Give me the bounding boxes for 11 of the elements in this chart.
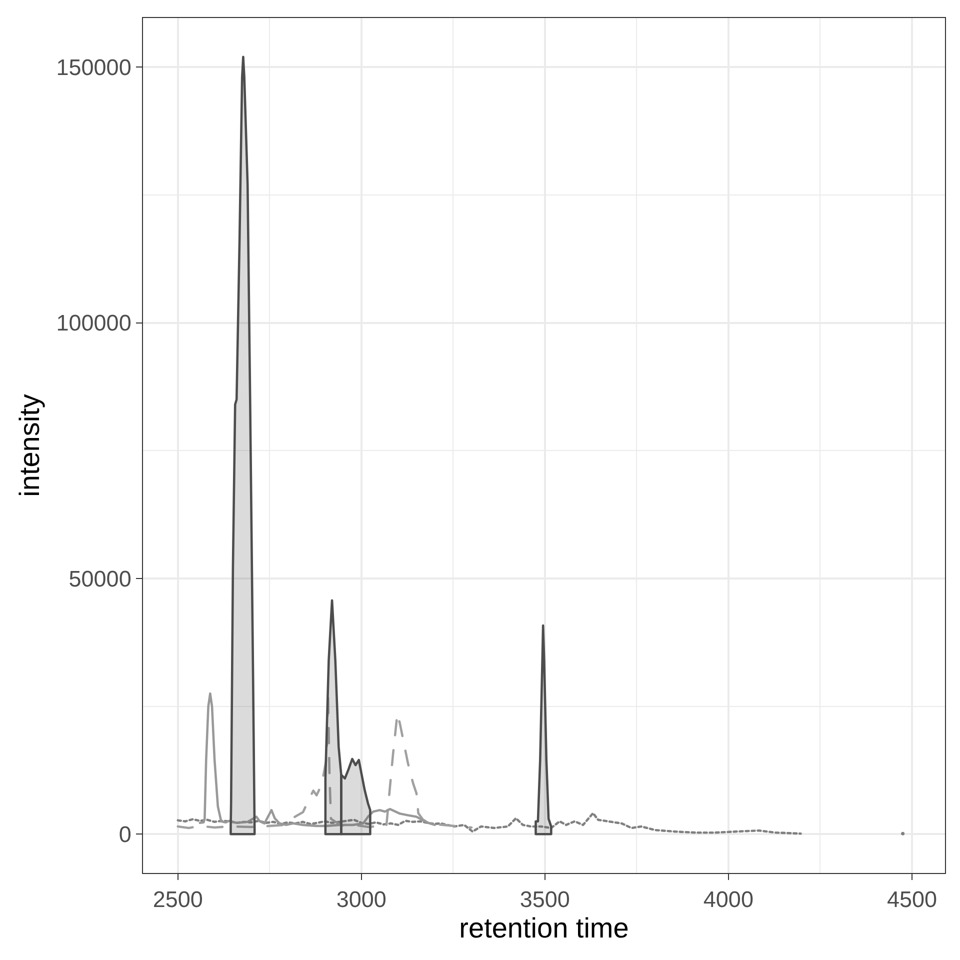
y-axis-title: intensity xyxy=(14,394,45,497)
x-tick-label: 2500 xyxy=(152,887,203,912)
y-tick-label: 150000 xyxy=(56,54,132,80)
y-tick-label: 100000 xyxy=(56,310,132,336)
y-tick-label: 50000 xyxy=(68,566,132,592)
y-tick-label: 0 xyxy=(118,822,132,848)
x-axis-title: retention time xyxy=(459,912,629,944)
x-tick-label: 4000 xyxy=(703,887,754,912)
x-tick-label: 3500 xyxy=(520,887,570,912)
x-tick-label: 3000 xyxy=(336,887,386,912)
x-tick-label: 4500 xyxy=(886,887,937,912)
